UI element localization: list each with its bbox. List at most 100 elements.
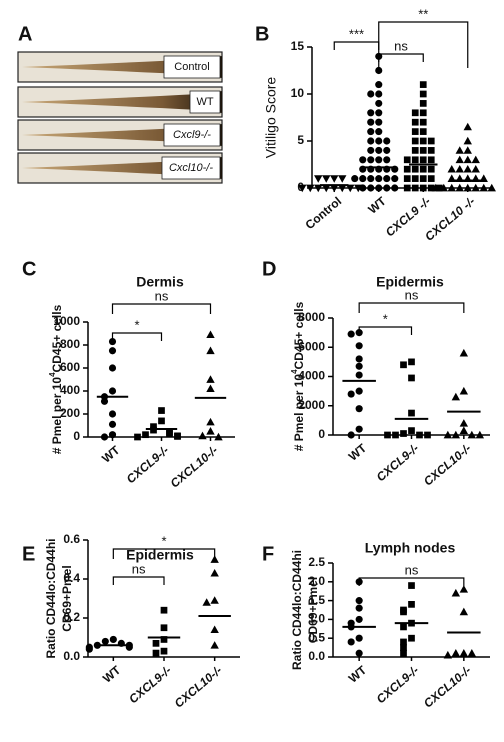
data-point bbox=[408, 358, 415, 366]
data-point bbox=[100, 433, 109, 441]
data-point bbox=[400, 430, 407, 437]
data-point bbox=[463, 136, 472, 145]
data-point bbox=[206, 375, 215, 383]
significance-label: ns bbox=[132, 561, 146, 576]
data-point bbox=[355, 355, 363, 363]
x-tick-label: WT bbox=[100, 663, 124, 686]
panel-letter: C bbox=[22, 258, 36, 280]
data-point bbox=[355, 649, 363, 657]
data-point bbox=[443, 430, 453, 439]
y-tick-label: 2.5 bbox=[308, 555, 325, 569]
data-point bbox=[427, 165, 435, 173]
data-point bbox=[419, 90, 427, 98]
data-point bbox=[347, 431, 355, 439]
tail-images: Control WT Cxcl9-/- Cxcl10-/- bbox=[17, 51, 223, 184]
data-point bbox=[411, 184, 419, 192]
y-tick-label: 15 bbox=[291, 39, 305, 53]
data-point bbox=[427, 175, 435, 182]
data-point bbox=[439, 183, 448, 192]
y-tick-label: 0.0 bbox=[63, 649, 80, 663]
x-tick-label: CXCL10-/- bbox=[421, 663, 474, 711]
data-point bbox=[471, 165, 480, 173]
data-point bbox=[202, 598, 211, 606]
data-point bbox=[375, 99, 383, 107]
data-point bbox=[355, 387, 363, 395]
y-axis-label-part: # Pmel per 10 bbox=[292, 374, 306, 452]
data-point bbox=[174, 433, 181, 440]
data-point bbox=[459, 585, 469, 593]
y-axis-label-sup: 4 bbox=[48, 372, 57, 377]
data-point bbox=[392, 431, 399, 439]
data-point bbox=[400, 649, 407, 657]
data-point bbox=[403, 156, 411, 164]
y-tick-label: 5 bbox=[297, 133, 304, 147]
data-point bbox=[383, 146, 391, 154]
data-point bbox=[322, 175, 331, 183]
chart: C Dermis # Pmel per 104CD45+ cells 0 200 400 6… bbox=[22, 258, 235, 491]
data-point bbox=[206, 330, 215, 339]
data-point bbox=[419, 100, 427, 107]
data-point bbox=[419, 81, 427, 88]
data-point bbox=[152, 639, 160, 647]
label-box bbox=[189, 90, 221, 114]
chart-title: Dermis bbox=[136, 274, 184, 290]
x-tick-label: CXCL9-/- bbox=[374, 441, 422, 484]
significance-label: * bbox=[134, 317, 139, 332]
data-point bbox=[408, 601, 415, 608]
y-tick-label: 0 bbox=[318, 427, 325, 441]
data-point bbox=[355, 615, 363, 623]
data-point bbox=[419, 184, 427, 192]
panel-letter: B bbox=[255, 23, 269, 45]
data-point bbox=[383, 137, 391, 145]
data-point bbox=[355, 597, 363, 605]
significance-bracket bbox=[111, 332, 163, 341]
data-point bbox=[419, 128, 427, 135]
data-point bbox=[411, 165, 419, 173]
y-tick-label: 2000 bbox=[298, 398, 325, 412]
data-point bbox=[459, 649, 469, 657]
data-point bbox=[150, 426, 157, 434]
data-point bbox=[108, 364, 117, 372]
significance-bracket bbox=[378, 21, 469, 68]
data-point bbox=[160, 606, 168, 614]
y-tick-label: 4000 bbox=[298, 369, 325, 383]
data-point bbox=[359, 175, 367, 183]
data-point bbox=[383, 184, 391, 192]
y-tick-label: 600 bbox=[60, 360, 80, 374]
y-tick-label: 2.0 bbox=[308, 574, 325, 588]
data-point bbox=[427, 147, 435, 154]
x-tick-label: CXCL9-/- bbox=[124, 443, 172, 486]
data-point bbox=[359, 156, 367, 164]
y-tick-label: 1.5 bbox=[308, 593, 325, 607]
data-point bbox=[158, 407, 165, 414]
data-point bbox=[487, 183, 496, 192]
data-point bbox=[459, 386, 469, 395]
data-point bbox=[419, 147, 427, 154]
y-tick-label: 6000 bbox=[298, 339, 325, 353]
significance-label: * bbox=[161, 533, 166, 548]
data-point bbox=[166, 430, 173, 437]
y-tick-label: 10 bbox=[291, 86, 305, 100]
y-axis-label: Ratio CD44lo:CD44hi bbox=[290, 550, 304, 670]
data-point bbox=[391, 184, 399, 192]
data-point bbox=[355, 342, 363, 350]
data-point bbox=[459, 607, 469, 616]
data-point bbox=[391, 175, 399, 183]
data-point bbox=[347, 390, 355, 398]
data-point bbox=[479, 183, 488, 192]
data-point bbox=[367, 146, 375, 154]
data-point bbox=[375, 90, 383, 98]
data-point bbox=[375, 184, 383, 192]
significance-label: * bbox=[383, 311, 388, 326]
data-point bbox=[451, 392, 461, 401]
data-point bbox=[367, 128, 375, 136]
significance-bracket bbox=[358, 326, 413, 335]
data-point bbox=[367, 118, 375, 126]
y-axis-label-part: CD45+ cells bbox=[50, 304, 64, 372]
significance-bracket bbox=[358, 577, 465, 586]
data-point bbox=[108, 347, 117, 355]
y-tick-label: 0.2 bbox=[63, 610, 80, 624]
data-point bbox=[367, 109, 375, 117]
y-axis-label: CD69+Pmel bbox=[60, 565, 74, 631]
data-point bbox=[419, 156, 427, 164]
